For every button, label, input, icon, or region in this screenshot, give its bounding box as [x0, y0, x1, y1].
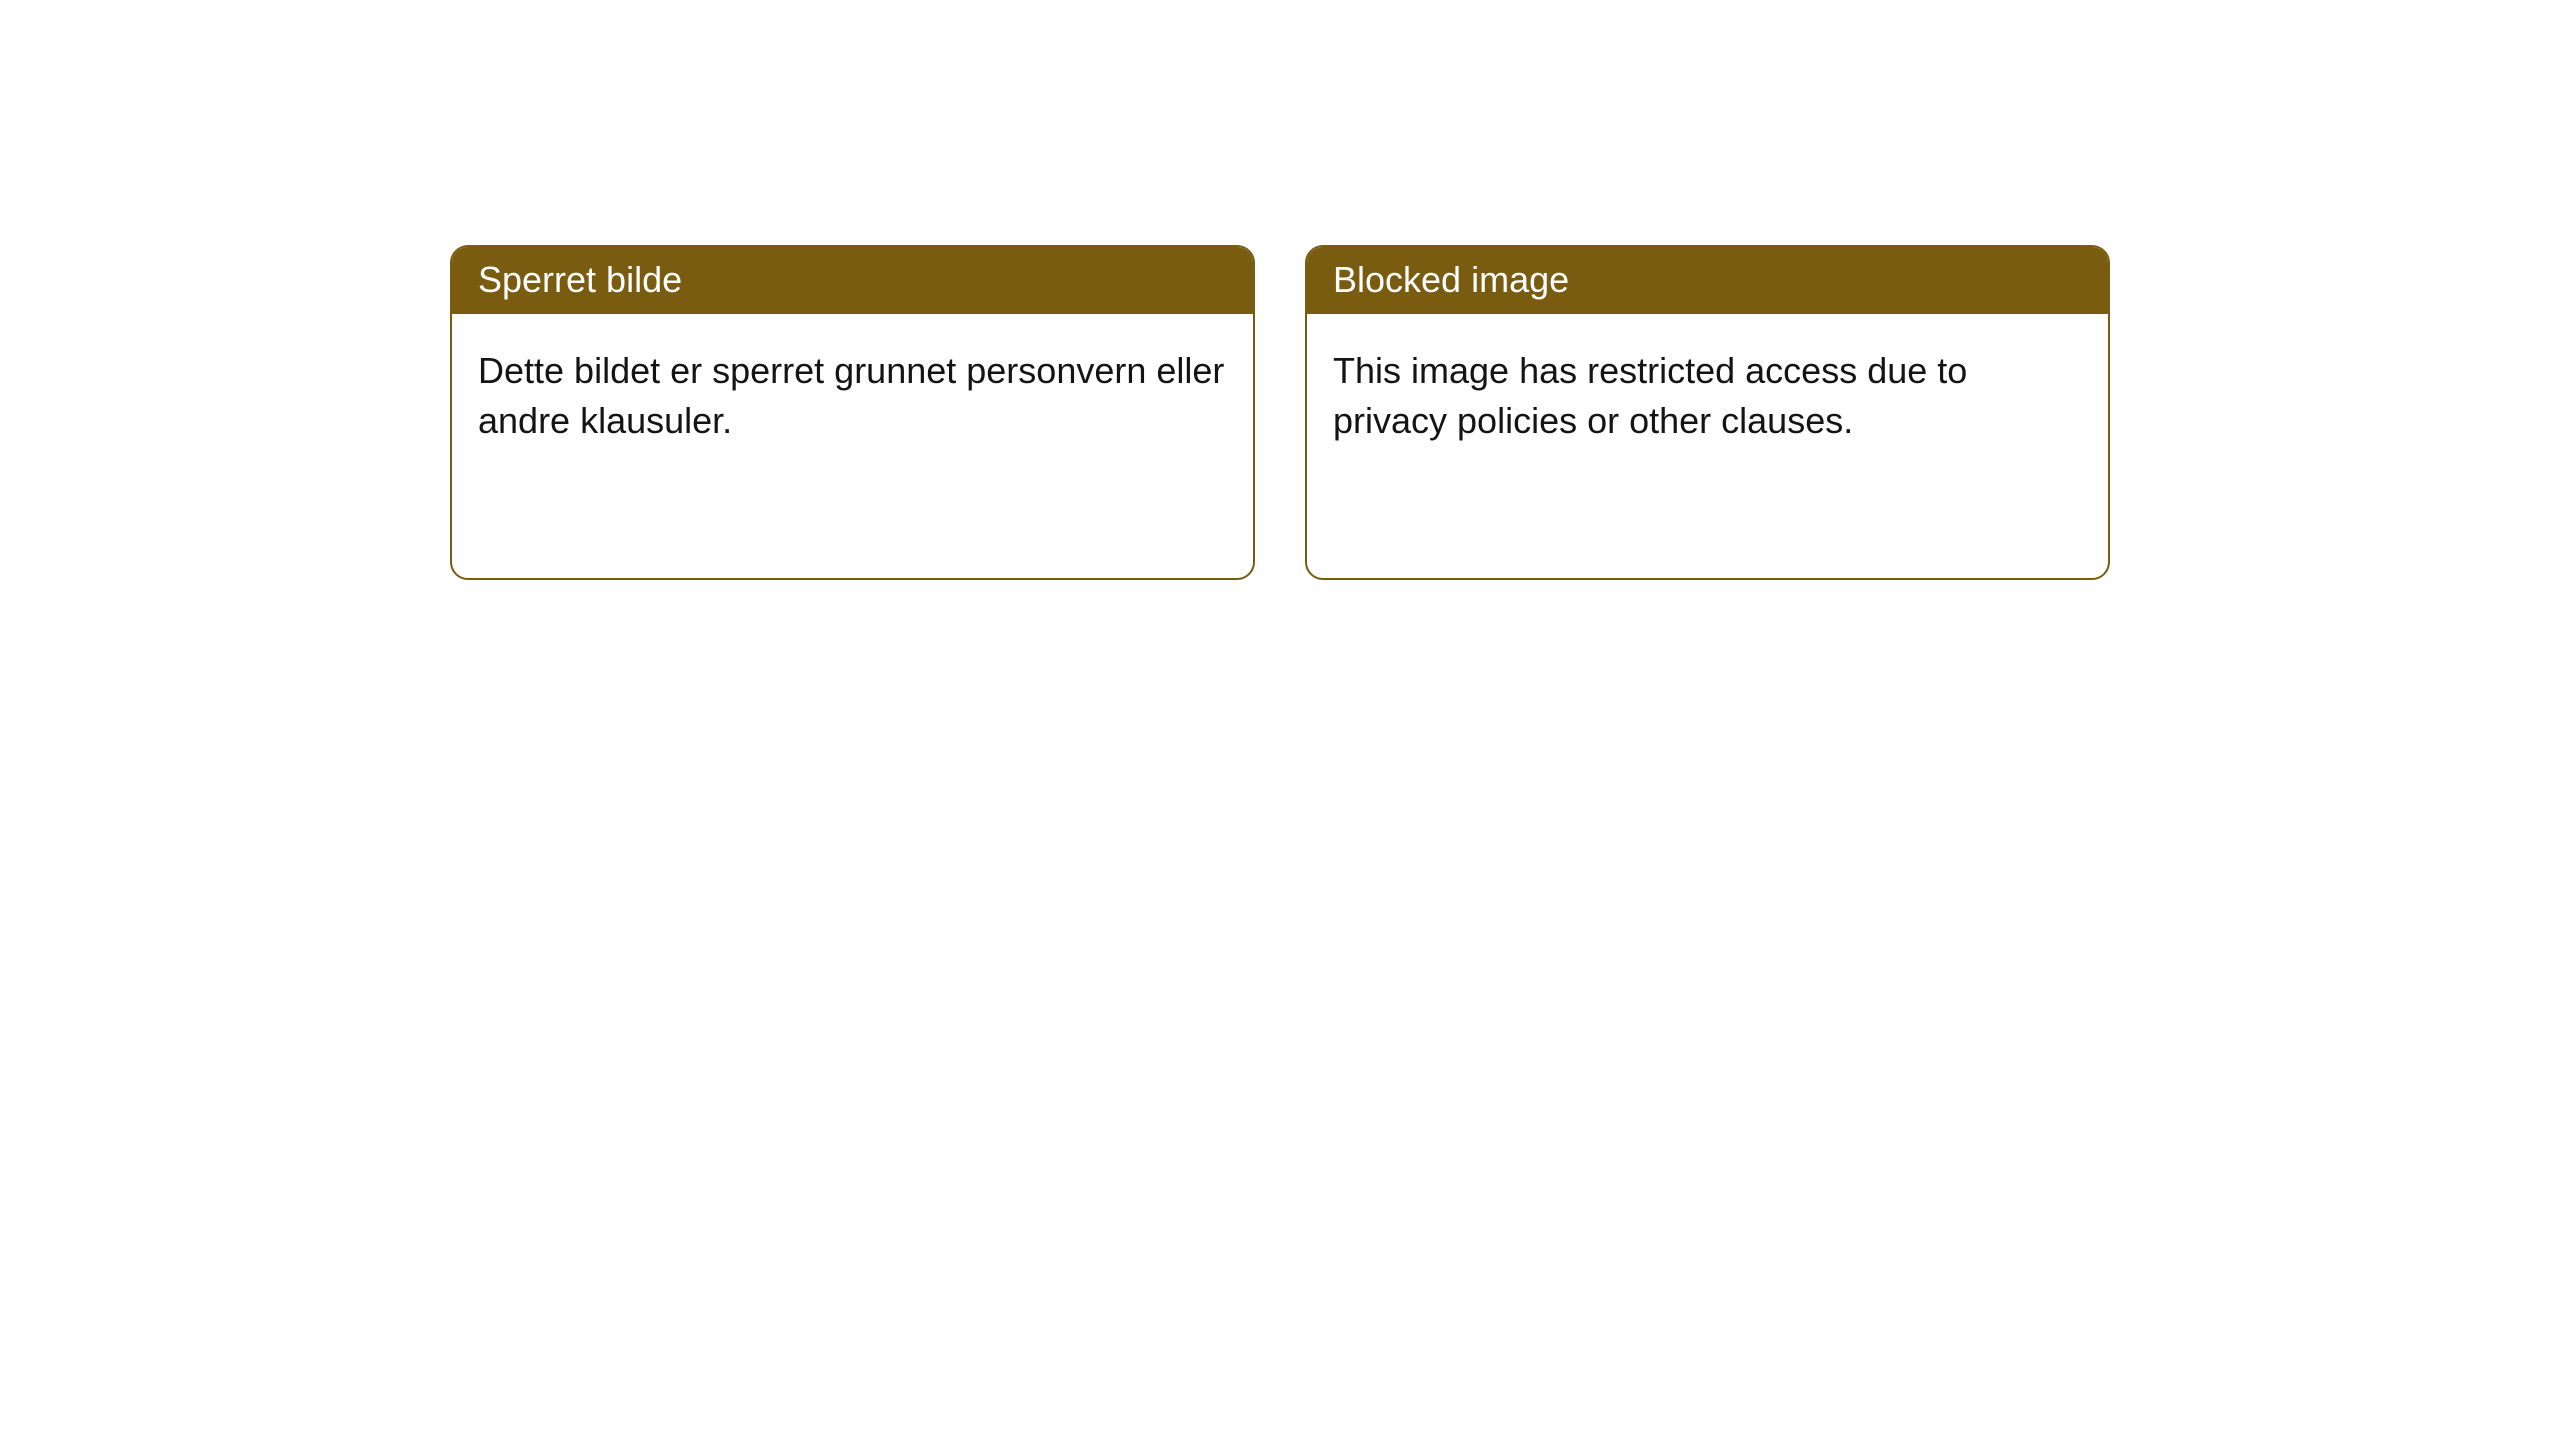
notice-title-english: Blocked image — [1307, 247, 2108, 314]
notice-body-norwegian: Dette bildet er sperret grunnet personve… — [452, 314, 1253, 479]
notice-card-norwegian: Sperret bilde Dette bildet er sperret gr… — [450, 245, 1255, 580]
notice-container: Sperret bilde Dette bildet er sperret gr… — [450, 245, 2110, 580]
notice-body-english: This image has restricted access due to … — [1307, 314, 2108, 479]
notice-card-english: Blocked image This image has restricted … — [1305, 245, 2110, 580]
notice-title-norwegian: Sperret bilde — [452, 247, 1253, 314]
